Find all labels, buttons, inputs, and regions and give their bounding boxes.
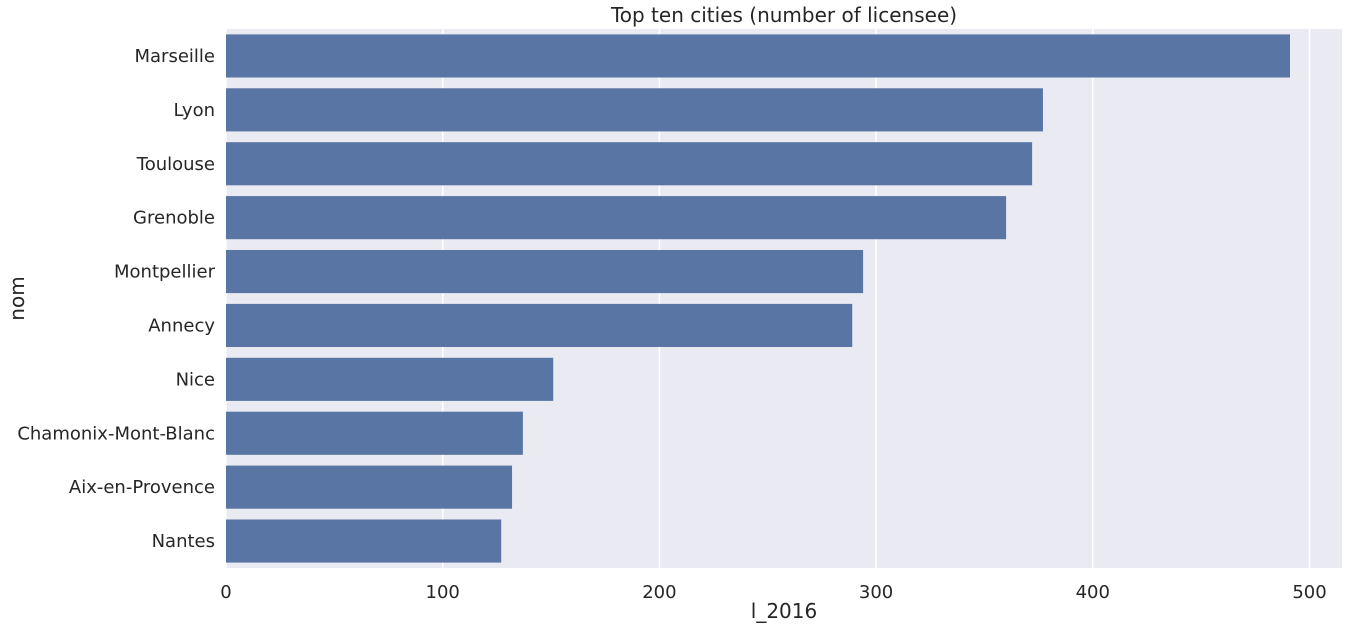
category-label: Grenoble [133,208,215,229]
x-tick-label: 100 [426,582,460,603]
category-label: Nice [176,369,215,390]
category-label: Montpellier [114,262,216,283]
bar-nantes [226,519,502,563]
bars [226,34,1290,563]
bar-toulouse [226,142,1033,186]
category-label: Lyon [174,100,215,121]
x-tick-label: 200 [642,582,676,603]
bar-annecy [226,303,853,348]
bar-aix-en-provence [226,465,513,509]
x-axis-label: l_2016 [751,599,817,623]
category-labels: Marseille Lyon Toulouse Grenoble Montpellier… [17,46,215,552]
bar-nice [226,357,554,401]
category-label: Chamonix-Mont-Blanc [17,423,215,444]
bar-chamonix-mont-blanc [226,411,523,455]
category-label: Annecy [148,315,215,336]
x-tick-label: 500 [1292,582,1326,603]
x-tick-label: 300 [859,582,893,603]
bar-lyon [226,88,1043,132]
bar-montpellier [226,249,864,294]
x-tick-label: 400 [1076,582,1110,603]
chart-title: Top ten cities (number of licensee) [610,3,957,27]
category-label: Aix-en-Provence [69,477,215,498]
bar-grenoble [226,196,1007,240]
category-label: Toulouse [136,154,215,175]
category-label: Nantes [152,531,215,552]
y-axis-label: nom [5,276,29,320]
category-label: Marseille [135,46,216,67]
x-tick-label: 0 [220,582,231,603]
bar-marseille [226,34,1290,78]
x-tick-labels: 0 100 200 300 400 500 [220,582,1326,603]
